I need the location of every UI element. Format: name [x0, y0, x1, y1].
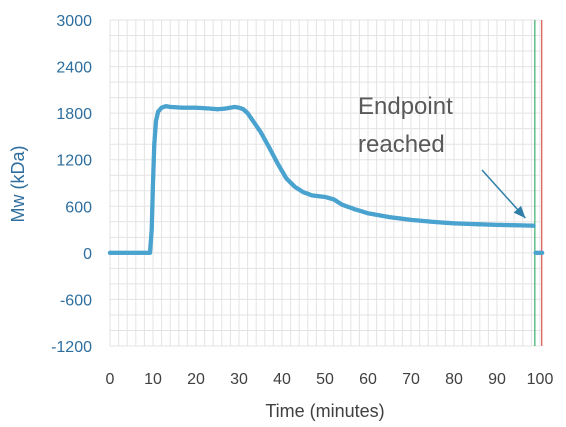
y-tick-label: -1200 [51, 339, 92, 356]
annotation-arrowhead [513, 205, 526, 219]
y-tick-label: 3000 [56, 13, 92, 30]
y-tick-label: 2400 [56, 60, 92, 77]
y-tick-label: 1200 [56, 153, 92, 170]
y-axis-label: Mw (kDa) [8, 146, 28, 223]
x-tick-label: 80 [445, 371, 463, 388]
data-point [531, 223, 536, 228]
vertical-markers [534, 20, 543, 346]
x-tick-label: 10 [144, 371, 162, 388]
x-tick-label: 0 [106, 371, 115, 388]
y-tick-label: 0 [83, 246, 92, 263]
x-tick-label: 100 [527, 371, 554, 388]
x-axis-label: Time (minutes) [265, 401, 384, 421]
x-tick-labels: 0 10 20 30 40 50 60 70 80 90 100 [106, 371, 554, 388]
x-tick-label: 90 [488, 371, 506, 388]
annotation: Endpoint reached [358, 93, 526, 219]
x-tick-label: 70 [402, 371, 420, 388]
series-points [107, 103, 545, 256]
y-tick-label: 1800 [56, 106, 92, 123]
x-tick-label: 30 [230, 371, 248, 388]
y-tick-labels: 3000 2400 1800 1200 600 0 -600 -1200 [51, 13, 92, 356]
grid [109, 19, 541, 347]
x-tick-label: 60 [359, 371, 377, 388]
y-tick-label: 600 [65, 199, 92, 216]
x-tick-label: 40 [273, 371, 291, 388]
annotation-line-2: reached [358, 131, 445, 158]
y-tick-label: -600 [60, 292, 92, 309]
x-tick-label: 20 [187, 371, 205, 388]
data-point [539, 250, 545, 256]
x-tick-label: 50 [316, 371, 334, 388]
annotation-line-1: Endpoint [358, 93, 453, 120]
